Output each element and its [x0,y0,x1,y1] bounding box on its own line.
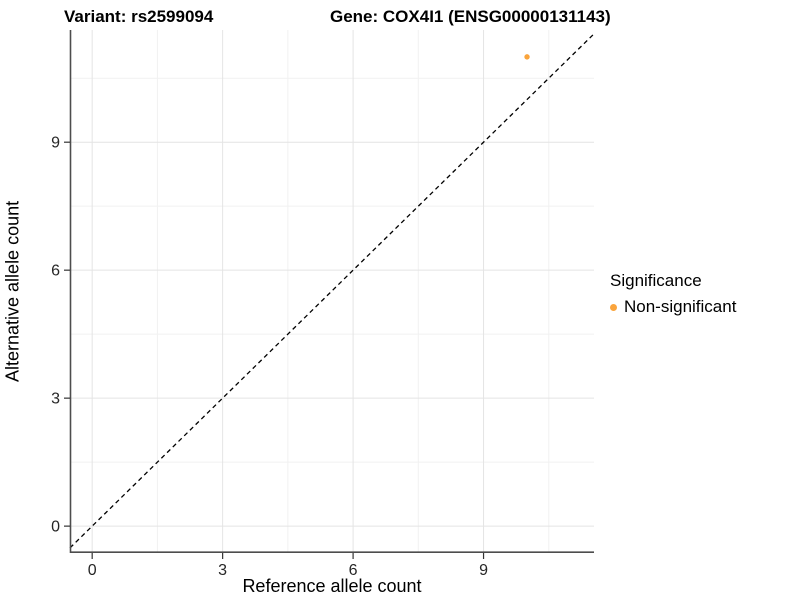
legend-point-icon [610,303,617,311]
legend-title: Significance [610,271,702,290]
y-tick-label: 9 [51,135,60,152]
x-tick-label: 3 [218,562,227,579]
y-axis-title: Alternative allele count [2,200,23,383]
plot-title-variant: Variant: rs2599094 [64,7,214,26]
legend: Significance Non-significant [610,271,736,317]
y-tick-label: 0 [51,519,60,536]
plot-title-gene: Gene: COX4I1 (ENSG00000131143) [330,7,611,26]
legend-item-label: Non-significant [624,297,737,316]
x-axis-title: Reference allele count [242,576,422,596]
identity-line [69,33,595,549]
y-tick-label: 6 [51,263,60,280]
y-tick-label: 3 [51,391,60,408]
x-tick-label: 6 [349,562,358,579]
x-tick-label: 0 [88,562,97,579]
plot-panel: 0 3 6 9 0 3 6 9 [51,30,595,579]
data-point [524,54,530,60]
x-tick-label: 9 [479,562,488,579]
legend-item: Non-significant [610,297,736,317]
